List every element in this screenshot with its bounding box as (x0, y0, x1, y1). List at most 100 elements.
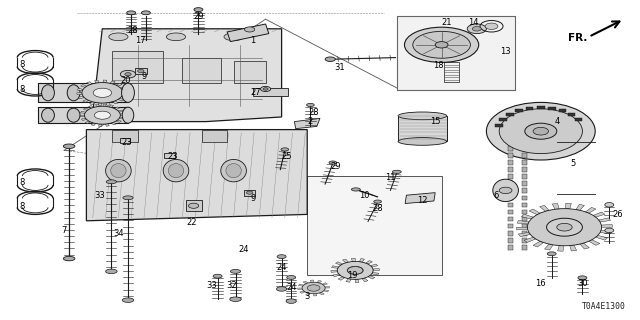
Bar (515, 109, 523, 112)
Ellipse shape (398, 112, 447, 120)
Circle shape (120, 70, 136, 78)
Polygon shape (80, 115, 84, 117)
Polygon shape (85, 121, 90, 124)
Ellipse shape (230, 297, 241, 301)
Text: 28: 28 (308, 108, 319, 116)
Ellipse shape (109, 33, 128, 41)
Ellipse shape (111, 164, 126, 178)
Text: 26: 26 (612, 210, 623, 219)
Text: 8: 8 (20, 178, 25, 187)
Polygon shape (120, 87, 127, 89)
Bar (112, 130, 138, 142)
Polygon shape (600, 230, 612, 234)
Ellipse shape (276, 287, 287, 291)
Polygon shape (570, 245, 577, 251)
Ellipse shape (93, 108, 106, 122)
Text: 15: 15 (430, 117, 440, 126)
Ellipse shape (166, 33, 186, 41)
Text: 34: 34 (114, 229, 124, 238)
Bar (120, 138, 130, 143)
Bar (522, 231, 527, 236)
Circle shape (547, 218, 582, 236)
Bar (522, 210, 527, 214)
Polygon shape (405, 193, 435, 204)
Text: 8: 8 (20, 60, 25, 68)
Circle shape (485, 23, 498, 29)
Polygon shape (533, 241, 543, 247)
Bar (307, 176, 442, 275)
Bar (253, 88, 288, 96)
Polygon shape (106, 102, 110, 105)
Text: 24: 24 (238, 245, 248, 254)
Bar (522, 203, 527, 207)
Polygon shape (81, 84, 86, 87)
Circle shape (499, 187, 512, 194)
Ellipse shape (67, 85, 80, 101)
Bar (244, 190, 255, 196)
Polygon shape (540, 205, 549, 211)
Polygon shape (103, 104, 106, 106)
Circle shape (557, 223, 572, 231)
Circle shape (467, 24, 486, 34)
Ellipse shape (141, 11, 150, 15)
Bar (522, 146, 527, 151)
Text: 6: 6 (493, 191, 499, 200)
Polygon shape (111, 122, 116, 125)
Ellipse shape (286, 299, 296, 303)
Polygon shape (83, 108, 89, 110)
Ellipse shape (163, 159, 189, 182)
Bar (559, 109, 566, 112)
Circle shape (302, 282, 325, 294)
Polygon shape (123, 91, 128, 93)
Bar (444, 62, 459, 82)
Text: 4: 4 (554, 117, 559, 126)
Circle shape (347, 266, 364, 275)
Polygon shape (355, 279, 359, 283)
Bar (508, 224, 513, 228)
Polygon shape (368, 276, 375, 279)
Ellipse shape (122, 298, 134, 302)
Polygon shape (86, 130, 307, 221)
Text: 29: 29 (193, 12, 204, 20)
Polygon shape (529, 209, 540, 215)
Ellipse shape (499, 109, 582, 154)
Bar (508, 146, 513, 151)
Ellipse shape (221, 159, 246, 182)
Text: 19: 19 (347, 271, 357, 280)
Circle shape (125, 73, 131, 76)
Polygon shape (576, 204, 584, 210)
Ellipse shape (351, 188, 360, 191)
Bar (202, 130, 227, 142)
Bar (112, 51, 163, 83)
Ellipse shape (106, 159, 131, 182)
Polygon shape (522, 214, 533, 219)
Ellipse shape (122, 83, 134, 102)
Circle shape (138, 69, 144, 73)
Bar (495, 124, 502, 127)
Polygon shape (88, 106, 93, 108)
Text: 14: 14 (468, 18, 479, 27)
Polygon shape (119, 117, 124, 119)
Polygon shape (109, 105, 114, 108)
Polygon shape (106, 124, 109, 126)
Bar (522, 224, 527, 228)
Text: 8: 8 (20, 202, 25, 211)
Polygon shape (331, 270, 337, 272)
Bar (522, 238, 527, 243)
Bar (508, 217, 513, 221)
Polygon shape (586, 207, 596, 213)
Text: 23: 23 (122, 138, 132, 147)
Polygon shape (517, 220, 529, 224)
Polygon shape (602, 224, 612, 227)
Bar (568, 113, 575, 116)
Bar (508, 153, 513, 158)
Text: 5: 5 (570, 159, 575, 168)
Text: 18: 18 (433, 61, 444, 70)
Text: 1: 1 (250, 36, 255, 44)
Polygon shape (98, 103, 102, 106)
Polygon shape (110, 81, 115, 84)
Polygon shape (93, 29, 282, 122)
Polygon shape (589, 240, 600, 245)
Polygon shape (91, 123, 96, 125)
Bar (522, 160, 527, 165)
